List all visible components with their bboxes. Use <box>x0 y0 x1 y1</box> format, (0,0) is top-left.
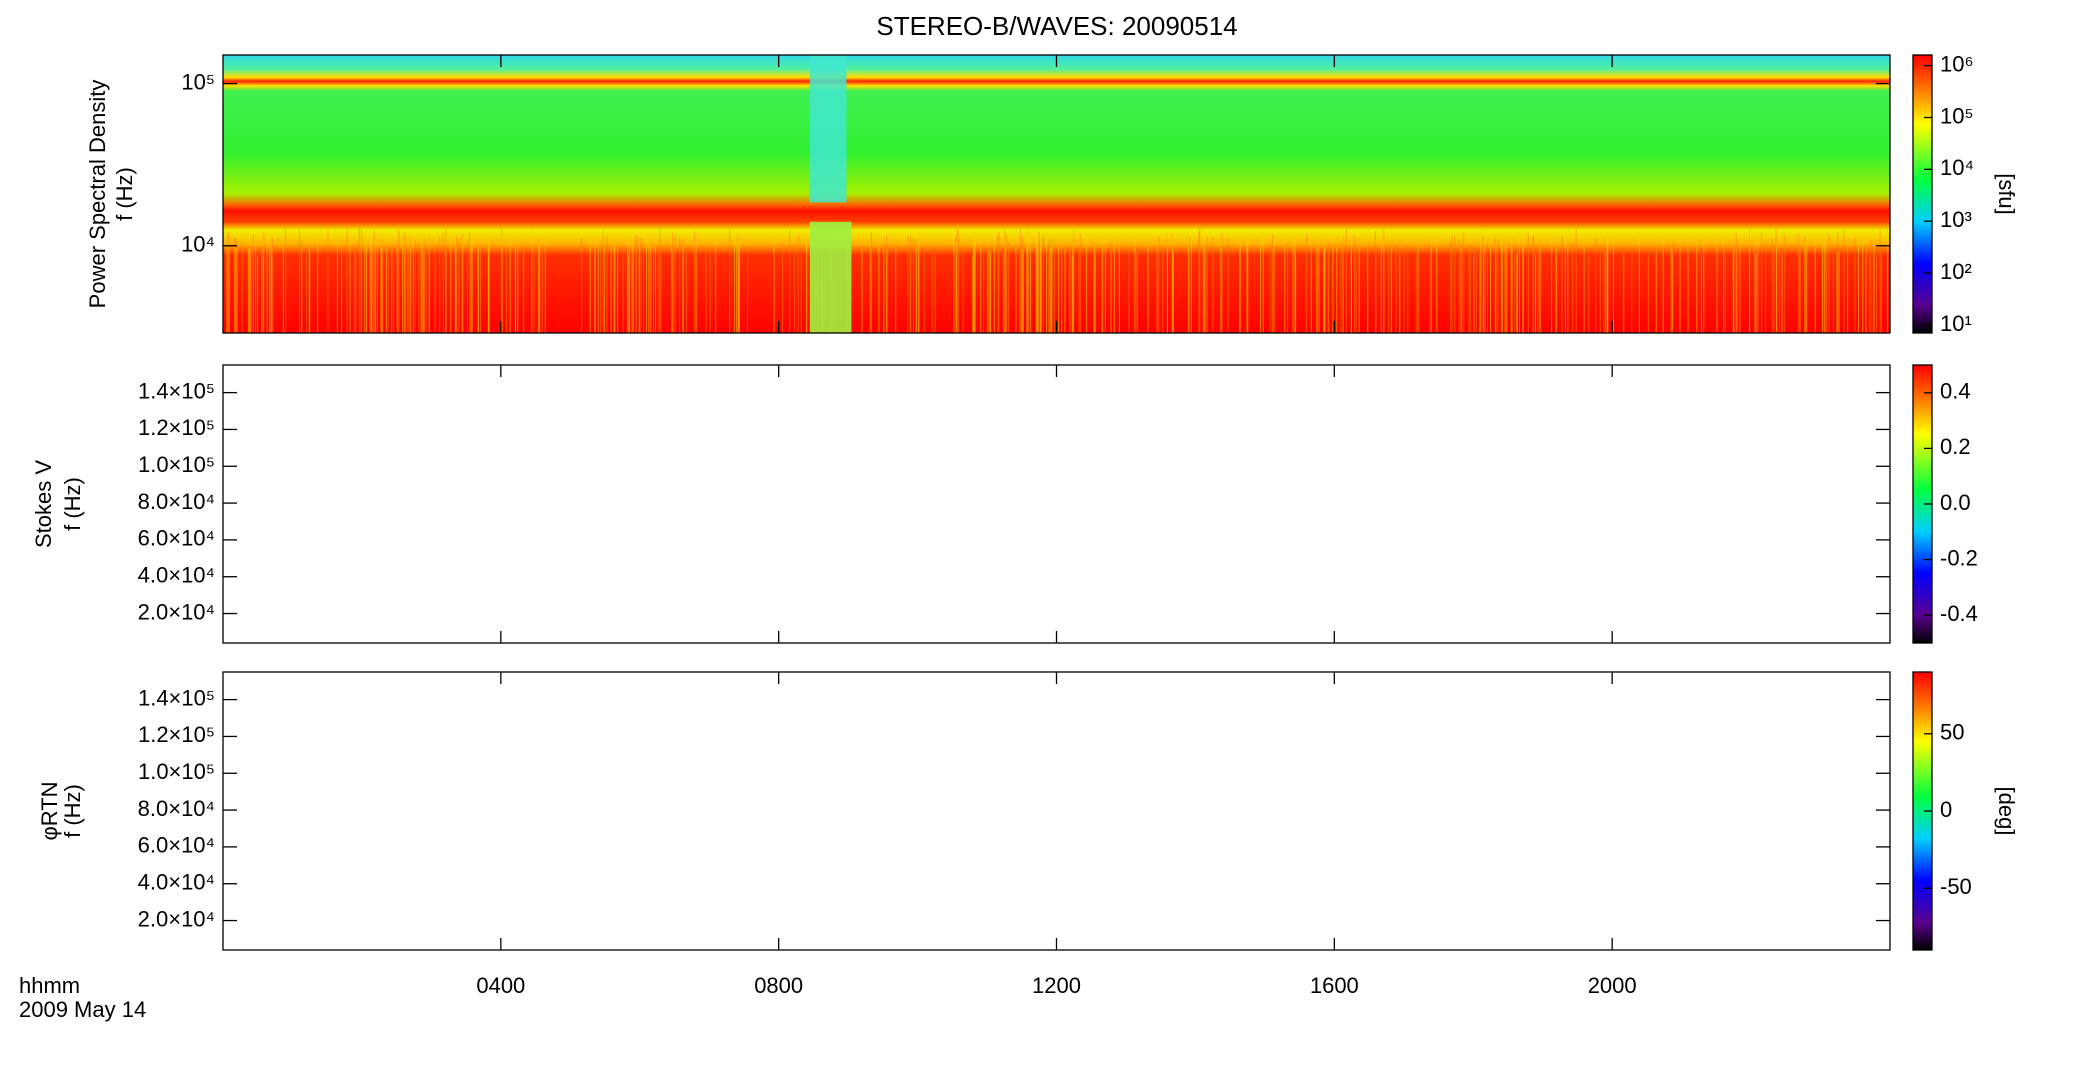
x-tick-label: 2000 <box>1588 973 1637 998</box>
y-tick-label: 8.0×10⁴ <box>138 796 215 821</box>
y-tick-label: 2.0×10⁴ <box>138 906 215 931</box>
y-axis-label: Power Spectral Density <box>85 80 110 309</box>
x-tick-label: 1200 <box>1032 973 1081 998</box>
y-axis-label: Stokes V <box>31 460 56 548</box>
colorbar-tick-label: 0.2 <box>1940 434 1971 459</box>
colorbar-tick-label: 50 <box>1940 720 1964 745</box>
colorbar-tick-label: 0 <box>1940 797 1952 822</box>
y-tick-label: 10⁴ <box>181 232 215 257</box>
spectrogram-gap <box>809 55 847 203</box>
y-tick-label: 1.0×10⁵ <box>138 452 215 477</box>
y-tick-label: 1.0×10⁵ <box>138 759 215 784</box>
y-axis-label: f (Hz) <box>60 477 85 531</box>
colorbar-tick-label: 0.0 <box>1940 490 1971 515</box>
colorbar-tick-label: -0.4 <box>1940 601 1978 626</box>
spectrogram-gap <box>809 221 852 333</box>
y-tick-label: 6.0×10⁴ <box>138 526 215 551</box>
colorbar-tick-label: 10³ <box>1940 207 1972 232</box>
x-tick-label: 1600 <box>1310 973 1359 998</box>
y-tick-label: 8.0×10⁴ <box>138 489 215 514</box>
y-tick-label: 6.0×10⁴ <box>138 833 215 858</box>
y-tick-label: 1.4×10⁵ <box>138 378 215 403</box>
colorbar-tick-label: 10⁴ <box>1940 155 1974 180</box>
colorbar-tick-label: 0.4 <box>1940 379 1971 404</box>
title: STEREO-B/WAVES: 20090514 <box>876 11 1237 41</box>
y-axis-label: f (Hz) <box>60 784 85 838</box>
x-axis-label: hhmm <box>19 973 80 998</box>
y-tick-label: 2.0×10⁴ <box>138 599 215 624</box>
y-tick-label: 10⁵ <box>181 69 215 94</box>
y-tick-label: 4.0×10⁴ <box>138 563 215 588</box>
plot-frame <box>222 364 1891 644</box>
colorbar-tick-label: -0.2 <box>1940 545 1978 570</box>
y-tick-label: 4.0×10⁴ <box>138 870 215 895</box>
colorbar-tick-label: 10⁶ <box>1940 51 1974 76</box>
colorbar-tick-label: 10¹ <box>1940 311 1972 336</box>
y-tick-label: 1.2×10⁵ <box>138 722 215 747</box>
x-tick-label: 0400 <box>476 973 525 998</box>
x-tick-label: 0800 <box>754 973 803 998</box>
colorbar <box>1912 54 1933 334</box>
spectrogram <box>223 55 1890 333</box>
y-tick-label: 1.2×10⁵ <box>138 415 215 440</box>
colorbar-label: [deg] <box>1994 787 2019 836</box>
colorbar-tick-label: -50 <box>1940 874 1972 899</box>
colorbar-tick-label: 10² <box>1940 259 1972 284</box>
y-tick-label: 1.4×10⁵ <box>138 685 215 710</box>
y-axis-label: f (Hz) <box>112 167 137 221</box>
colorbar-label: [sfu] <box>1994 173 2019 215</box>
y-axis-label: φRTN <box>37 781 62 840</box>
x-axis-label: 2009 May 14 <box>19 997 146 1022</box>
colorbar-tick-label: 10⁵ <box>1940 103 1974 128</box>
plot-frame <box>222 671 1891 951</box>
